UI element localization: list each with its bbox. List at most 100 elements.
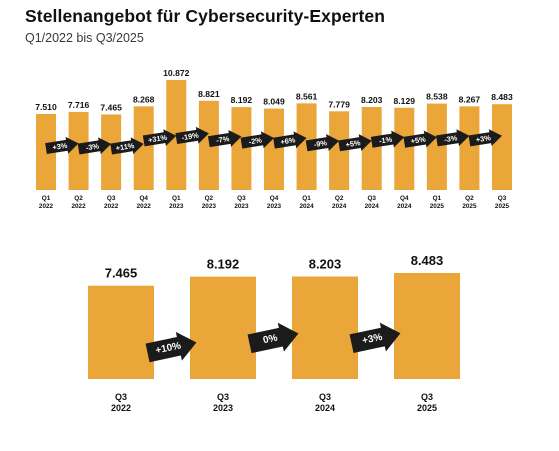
change-arrow-7-shape [273,131,307,149]
value-label-8: 8.561 [296,91,318,101]
category-label-0-0: Q1 [42,195,51,202]
chart-subtitle: Q1/2022 bis Q3/2025 [25,31,144,45]
category-label-8-0: Q1 [302,195,311,202]
q3-comparison-bar-chart: 7.465Q320228.192Q320238.203Q320248.483Q3… [88,253,460,413]
category-label-5-0: Q2 [205,195,214,202]
category-label-12-1: 2025 [430,203,445,210]
category-label-3-1: 2022 [137,203,152,210]
change-arrow-1: -3% [77,137,112,155]
value-label-1: 7.716 [68,100,90,110]
value-label-13: 8.267 [459,94,481,104]
value-label-0: 7.465 [105,266,138,281]
quarterly-bar-chart: 7.510Q120227.716Q220227.465Q320228.268Q4… [35,68,513,210]
change-arrow-9-label: +5% [345,138,362,149]
category-label-2-0: Q3 [319,392,331,402]
change-arrow-4-label: -19% [181,131,200,143]
change-arrow-11-shape [403,130,437,148]
change-arrow-1-label: -3% [85,141,100,152]
change-arrow-3: +31% [142,129,177,147]
category-label-11-0: Q4 [400,195,409,202]
change-arrow-2: +3% [349,322,401,353]
bar-3 [394,273,460,379]
value-label-2: 8.203 [309,256,342,271]
change-arrow-3-shape [142,129,177,147]
category-label-4-0: Q1 [172,195,181,202]
value-label-6: 8.192 [231,95,253,105]
value-label-0: 7.510 [35,102,57,112]
change-arrow-3-label: +31% [147,133,168,145]
change-arrow-13-shape [468,129,503,147]
value-label-12: 8.538 [426,92,448,102]
value-label-14: 8.483 [491,92,513,102]
change-arrow-10-shape [370,130,405,148]
value-label-7: 8.049 [263,97,285,107]
bar-13 [459,106,480,190]
change-arrow-10-label: -1% [378,135,393,146]
change-arrow-4-shape [175,126,209,145]
bar-2 [101,114,122,190]
change-arrow-12: -3% [435,129,470,147]
category-label-4-1: 2023 [169,203,184,210]
chart-title: Stellenangebot für Cybersecurity-Experte… [25,6,386,26]
category-label-11-1: 2024 [397,203,412,210]
value-label-3: 8.268 [133,94,155,104]
bar-10 [361,107,382,190]
change-arrow-12-label: -3% [443,133,458,144]
change-arrow-1-label: 0% [262,333,279,347]
bar-1 [190,276,256,379]
change-arrow-9: +5% [338,134,372,152]
category-label-1-0: Q2 [74,195,83,202]
change-arrow-8: -9% [305,134,340,152]
bar-8 [296,103,317,190]
category-label-6-1: 2023 [234,203,249,210]
change-arrow-5-label: -7% [215,134,230,145]
bar-0 [88,285,154,379]
change-arrow-2-shape [349,322,401,353]
change-arrow-0-label: +3% [52,141,69,152]
change-arrow-2-shape [110,137,144,155]
bar-9 [329,111,350,190]
change-arrow-10: -1% [370,130,405,148]
change-arrow-9-shape [338,134,372,152]
change-arrow-8-label: -9% [313,138,328,149]
bar-5 [198,100,219,190]
category-label-9-1: 2024 [332,203,347,210]
change-arrow-7-label: +6% [280,135,297,146]
change-arrow-1-shape [77,137,112,155]
change-arrow-8-shape [305,134,340,152]
bar-14 [492,104,512,190]
category-label-7-1: 2023 [267,203,282,210]
value-label-1: 8.192 [207,257,240,272]
category-label-5-1: 2023 [202,203,217,210]
change-arrow-11: +5% [403,130,437,148]
category-label-3-0: Q4 [139,195,148,202]
change-arrow-2-label: +3% [361,332,383,347]
category-label-6-0: Q3 [237,195,246,202]
value-label-2: 7.465 [100,102,122,112]
change-arrow-6-label: -2% [248,135,263,146]
category-label-1-1: 2023 [213,403,233,413]
category-label-13-0: Q2 [465,195,474,202]
change-arrow-6: -2% [240,131,275,149]
category-label-9-0: Q2 [335,195,344,202]
bar-0 [36,114,56,190]
category-label-1-0: Q3 [217,392,229,402]
category-label-13-1: 2025 [462,203,477,210]
value-label-10: 8.203 [361,95,383,105]
category-label-2-1: 2022 [104,203,119,210]
value-label-4: 10.872 [163,68,190,78]
value-label-11: 8.129 [394,96,416,106]
change-arrow-1: 0% [247,322,299,354]
change-arrow-6-shape [240,131,275,149]
bar-3 [133,106,154,190]
category-label-14-1: 2025 [495,203,510,210]
bar-1 [68,111,89,190]
change-arrow-0-shape [145,331,197,363]
bar-11 [394,107,415,190]
category-label-3-1: 2025 [417,403,437,413]
bar-12 [426,103,447,190]
bar-2 [292,276,358,379]
change-arrow-5-shape [207,129,242,148]
category-label-2-1: 2024 [315,403,335,413]
